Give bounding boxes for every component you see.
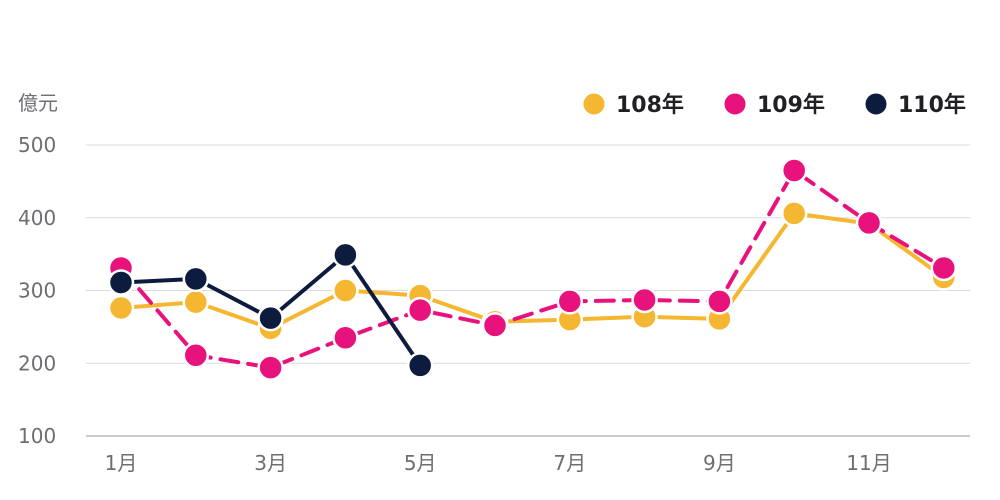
data-point-2-4 (332, 324, 359, 352)
y-axis: 100 200 300 400 500 (18, 133, 56, 448)
grid-lines (86, 144, 970, 364)
y-tick-label-500: 500 (18, 133, 56, 157)
x-tick-label-3: 3月 (254, 451, 287, 475)
data-point-2-10 (780, 157, 808, 184)
data-point-3-5 (406, 352, 434, 379)
series-2 (107, 157, 958, 381)
series-line-2 (119, 168, 946, 370)
y-tick-label-200: 200 (18, 351, 56, 375)
data-point-3-1 (107, 269, 135, 296)
data-point-1-4 (332, 277, 359, 304)
y-tick-label-300: 300 (18, 279, 56, 303)
data-point-2-7 (556, 288, 584, 315)
data-point-2-3 (257, 354, 284, 381)
x-tick-label-1: 1月 (105, 451, 138, 475)
series-3 (107, 241, 434, 379)
data-point-3-3 (257, 304, 284, 332)
x-tick-label-5: 5月 (404, 451, 437, 475)
legend-label-3: 110年 (898, 92, 966, 118)
x-tick-label-11: 11月 (846, 451, 891, 475)
series-group (107, 157, 958, 381)
data-point-2-2 (182, 341, 210, 369)
data-point-1-10 (780, 200, 808, 227)
series-line-1 (119, 211, 946, 331)
series-1 (107, 200, 958, 342)
data-point-2-11 (855, 209, 883, 237)
legend-marker-3 (863, 91, 889, 117)
data-point-2-5 (406, 296, 434, 324)
data-point-1-2 (182, 288, 210, 316)
x-tick-label-7: 7月 (553, 451, 586, 475)
legend-label-2: 109年 (757, 92, 825, 118)
y-tick-label-100: 100 (18, 424, 56, 448)
data-point-2-9 (706, 288, 733, 315)
data-point-3-4 (332, 241, 359, 269)
data-point-2-6 (481, 312, 509, 339)
data-point-2-12 (930, 254, 958, 282)
data-point-3-2 (182, 265, 210, 293)
data-point-2-8 (631, 286, 658, 314)
x-axis: 1月 3月 5月 7月 9月 11月 (86, 435, 970, 475)
y-axis-label: 億元 (18, 91, 58, 115)
legend-marker-1 (581, 91, 607, 117)
legend: 108年 109年 110年 (581, 91, 966, 118)
legend-marker-2 (722, 91, 748, 117)
data-point-1-1 (107, 294, 135, 322)
x-tick-label-9: 9月 (703, 451, 736, 475)
legend-label-1: 108年 (616, 92, 684, 118)
y-tick-label-400: 400 (18, 206, 56, 230)
